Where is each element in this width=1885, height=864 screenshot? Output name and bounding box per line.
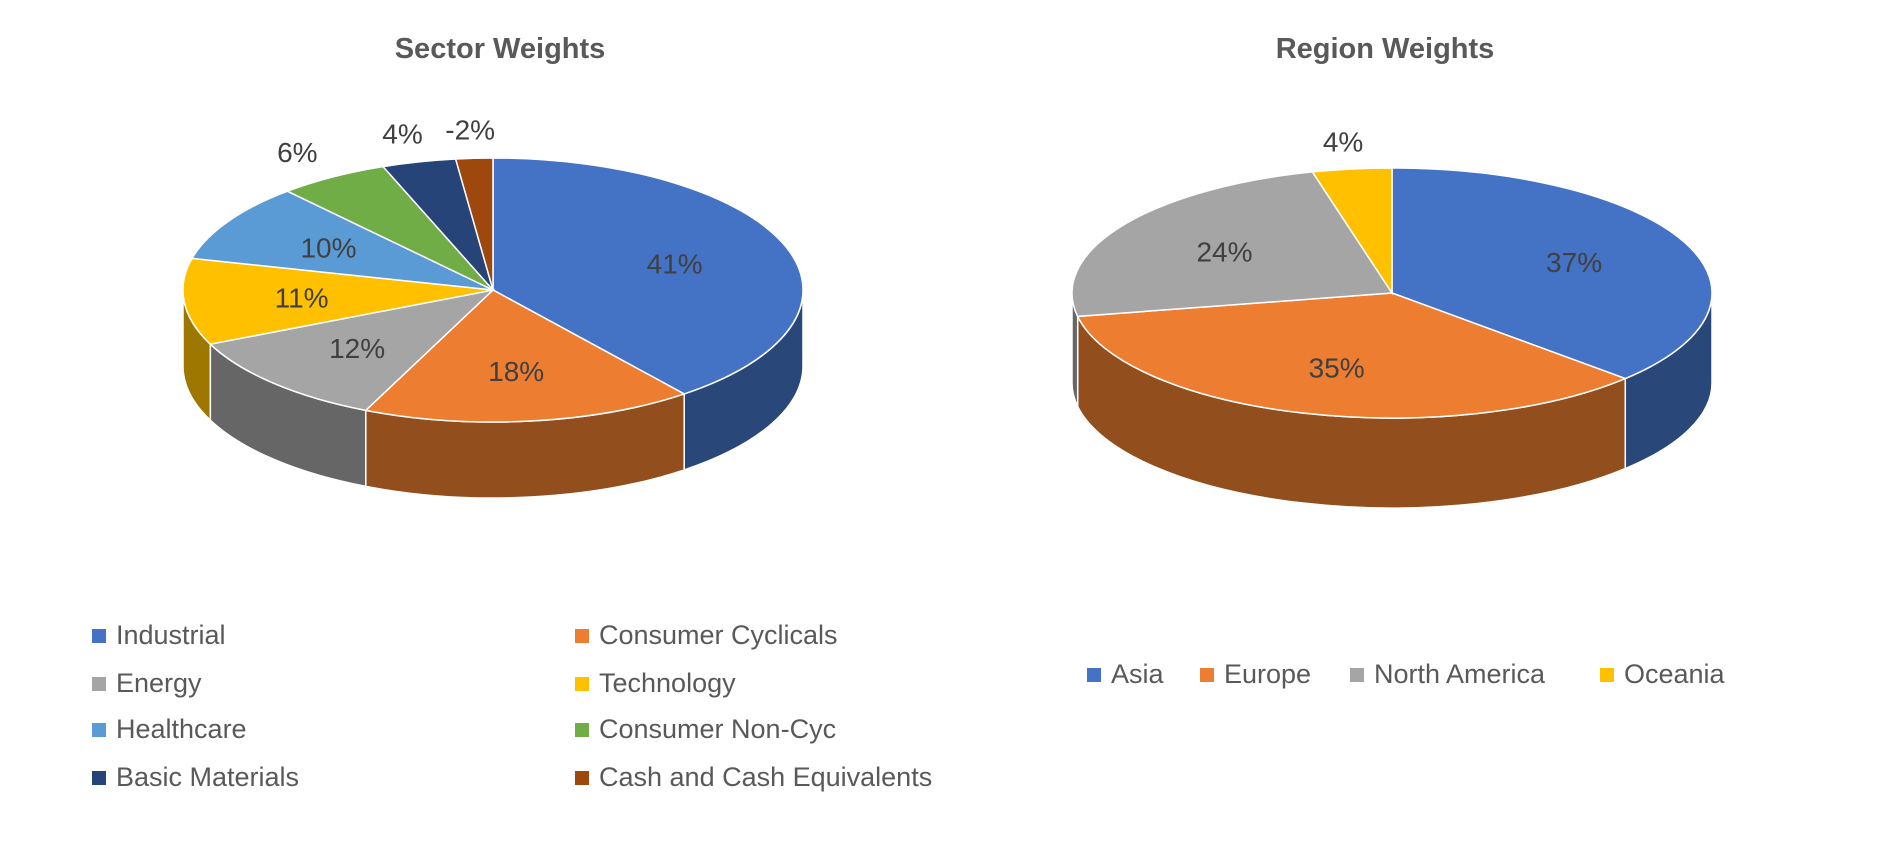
pie-slice-asia: [1391, 167, 1713, 380]
chart-title: Region Weights: [1275, 33, 1495, 65]
data-label-basic-materials: 4%: [382, 119, 422, 150]
legend-label: Energy: [116, 668, 202, 698]
pie-slice-europe: [1076, 292, 1628, 419]
legend-item-cash-and-cash-equivalents: Cash and Cash Equivalents: [575, 762, 932, 793]
legend-label: Technology: [599, 668, 736, 698]
region-weights-chart: Region Weights 37% 35% 24% 4% Asia Europe Nor…: [1000, 0, 1885, 864]
data-label-asia: 37%: [1546, 247, 1602, 278]
legend-swatch: [575, 770, 589, 785]
legend-swatch: [92, 770, 106, 785]
legend-item-consumer-non-cyc: Consumer Non-Cyc: [575, 714, 836, 745]
data-label-consumer-non-cyc: 6%: [277, 137, 317, 168]
legend-item-energy: Energy: [92, 668, 202, 699]
legend-swatch: [1200, 667, 1214, 682]
legend-label: Europe: [1224, 659, 1312, 689]
legend-label: Industrial: [116, 620, 226, 650]
sector-pie: 41% 18% 12%11% 10% 6% 4% -2%: [182, 114, 804, 499]
legend-item-consumer-cyclicals: Consumer Cyclicals: [575, 620, 838, 651]
data-label-oceania: 4%: [1323, 127, 1363, 158]
legend-item-basic-materials: Basic Materials: [92, 762, 299, 793]
legend-swatch: [1087, 667, 1101, 682]
pie-slice-north-america: [1071, 171, 1394, 318]
legend-item-oceania: Oceania: [1600, 659, 1725, 690]
pie-slice-cash-and-cash-equivalents: [454, 157, 494, 291]
legend-swatch: [575, 628, 589, 643]
legend-label: Basic Materials: [116, 762, 300, 792]
legend-label: Consumer Cyclicals: [599, 620, 838, 650]
legend-label: Healthcare: [116, 714, 247, 744]
data-label-technology: 11%: [275, 282, 329, 313]
legend-item-asia: Asia: [1087, 659, 1164, 690]
data-label-energy: 12%: [329, 333, 385, 364]
legend-swatch: [92, 676, 106, 691]
chart-title: Sector Weights: [394, 33, 606, 65]
pie-slice-technology: [182, 257, 494, 345]
legend-label: Oceania: [1624, 659, 1725, 689]
legend-item-europe: Europe: [1200, 659, 1311, 690]
data-label-europe: 35%: [1309, 352, 1365, 383]
pie-slice-energy: [208, 288, 496, 412]
pie-slice-industrial: [492, 157, 804, 395]
legend-swatch: [1350, 667, 1364, 682]
data-label-north-america: 24%: [1196, 236, 1252, 267]
legend-label: Asia: [1111, 659, 1164, 689]
legend-item-healthcare: Healthcare: [92, 714, 247, 745]
data-label-cash-and-cash-equivalents: -2%: [445, 114, 495, 145]
pie-slice-oceania: [1311, 167, 1393, 296]
legend-item-technology: Technology: [575, 668, 736, 699]
region-pie: 37% 35% 24% 4%: [1071, 127, 1713, 509]
legend-item-north-america: North America: [1350, 659, 1545, 690]
data-label-industrial: 41%: [647, 248, 703, 279]
legend-swatch: [92, 722, 106, 737]
pie-slice-consumer-cyclicals: [364, 289, 687, 423]
data-label-consumer-cyclicals: 18%: [488, 356, 544, 387]
legend-label: Cash and Cash Equivalents: [599, 762, 933, 792]
data-label-healthcare: 10%: [300, 233, 356, 264]
legend-swatch: [1600, 667, 1614, 682]
legend-swatch: [575, 676, 589, 691]
pie-slice-healthcare: [190, 190, 494, 291]
legend-swatch: [92, 628, 106, 643]
legend-label: Consumer Non-Cyc: [599, 714, 837, 744]
legend-item-industrial: Industrial: [92, 620, 226, 651]
legend-label: North America: [1374, 659, 1546, 689]
legend-swatch: [575, 722, 589, 737]
sector-weights-chart: Sector Weights 41% 18% 12% 11% 10% 6% 4% -2% In…: [92, 33, 932, 793]
